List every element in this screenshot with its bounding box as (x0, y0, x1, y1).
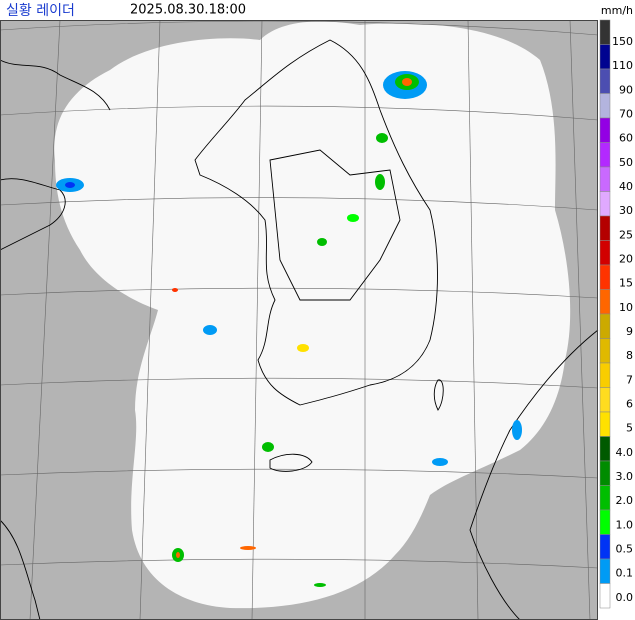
legend-swatch (599, 362, 611, 388)
legend-swatch (599, 583, 611, 609)
legend-swatch (599, 313, 611, 339)
unit: mm/h (601, 4, 633, 17)
legend-swatch (599, 166, 611, 192)
legend-label: 7 (626, 373, 633, 386)
legend-label: 20 (619, 253, 633, 266)
legend-label: 110 (612, 59, 633, 72)
color-legend: 150 110 90 70 60 50 40 30 25 20 15 10 9 8 7 6 5 4.0 3.0 2.0… (599, 19, 634, 609)
legend-label: 40 (619, 180, 633, 193)
legend-swatch (599, 460, 611, 486)
legend-label: 15 (619, 277, 633, 290)
legend-swatch (599, 68, 611, 94)
legend-label: 6 (626, 398, 633, 411)
legend-swatch (599, 44, 611, 70)
legend-swatch (599, 411, 611, 437)
legend-swatch (599, 142, 611, 168)
legend-label: 70 (619, 108, 633, 121)
legend-label: 10 (619, 301, 633, 314)
legend-label: 90 (619, 83, 633, 96)
legend-swatch (599, 509, 611, 535)
legend-swatch (599, 240, 611, 266)
legend-swatch (599, 485, 611, 511)
legend-swatch (599, 534, 611, 560)
legend-label: 50 (619, 156, 633, 169)
legend-label: 0.5 (616, 543, 634, 556)
legend-swatch (599, 19, 611, 45)
legend-label: 5 (626, 422, 633, 435)
title: 실황 레이더 (6, 3, 75, 19)
legend-label: 60 (619, 132, 633, 145)
legend-swatch (599, 215, 611, 241)
legend-swatch (599, 289, 611, 315)
legend-label: 8 (626, 349, 633, 362)
legend-label: 3.0 (616, 470, 634, 483)
legend-label: 9 (626, 325, 633, 338)
legend-swatch (599, 264, 611, 290)
legend-label: 0.0 (616, 591, 634, 604)
legend-swatch (599, 93, 611, 119)
legend-label: 150 (612, 35, 633, 48)
grid (0, 19, 599, 620)
legend-swatch (599, 117, 611, 143)
legend-swatch (599, 436, 611, 462)
legend-label: 4.0 (616, 446, 634, 459)
legend-label: 2.0 (616, 494, 634, 507)
precipitation (56, 71, 522, 587)
legend-swatch (599, 558, 611, 584)
timestamp: 2025.08.30.18:00 (130, 3, 246, 18)
legend-label: 25 (619, 228, 633, 241)
legend-swatch (599, 387, 611, 413)
legend-label: 30 (619, 204, 633, 217)
legend-swatch (599, 191, 611, 217)
legend-swatch (599, 338, 611, 364)
legend-label: 1.0 (616, 518, 634, 531)
map (0, 19, 599, 620)
coastlines (0, 39, 599, 620)
legend-label: 0.1 (616, 567, 634, 580)
